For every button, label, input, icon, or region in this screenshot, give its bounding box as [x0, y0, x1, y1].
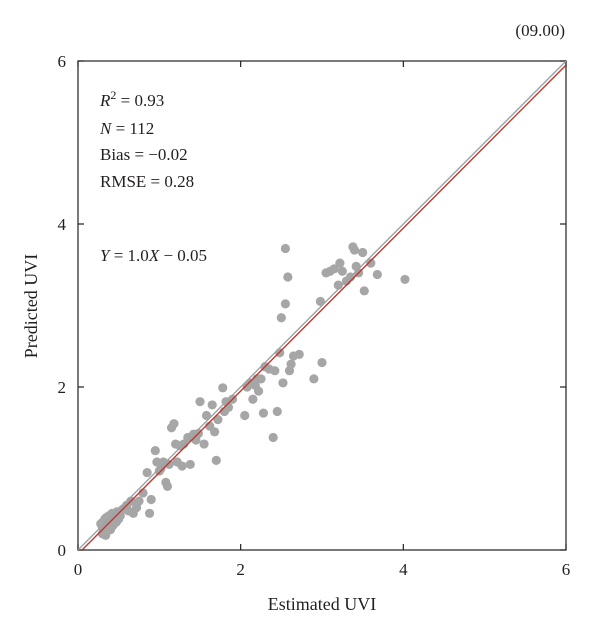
r2-value: = 0.93: [116, 91, 164, 110]
rmse-stat: RMSE = 0.28: [100, 172, 194, 191]
data-point: [213, 415, 223, 425]
data-point: [283, 272, 293, 282]
eq-x: X: [148, 246, 160, 265]
data-point: [349, 245, 360, 255]
data-point: [156, 463, 166, 474]
data-point: [272, 406, 282, 417]
y-axis-title: Predicted UVI: [21, 254, 41, 358]
data-point: [150, 445, 160, 456]
data-point: [142, 467, 152, 478]
data-point: [177, 461, 187, 471]
data-point: [280, 243, 290, 254]
regression-equation: Y = 1.0X − 0.05: [100, 246, 207, 265]
eq-mid: = 1.0: [109, 246, 148, 265]
data-point: [268, 432, 278, 443]
r2-superscript: 2: [110, 88, 116, 102]
data-point: [164, 459, 174, 470]
data-point: [286, 359, 296, 369]
data-points: [96, 242, 410, 540]
eq-tail: − 0.05: [159, 246, 207, 265]
data-point: [294, 349, 304, 359]
x-axis-title: Estimated UVI: [268, 594, 376, 614]
x-tick-label: 4: [399, 560, 408, 579]
one-to-one-line: [78, 61, 566, 550]
data-point: [207, 400, 217, 410]
data-point: [335, 258, 345, 268]
data-point: [358, 247, 368, 258]
data-point: [309, 374, 319, 384]
data-point: [185, 459, 195, 470]
r-squared-stat: R2 = 0.93: [99, 88, 164, 110]
y-tick-label: 0: [58, 541, 67, 560]
data-point: [270, 366, 280, 376]
data-point: [372, 269, 382, 280]
bias-stat: Bias = −0.02: [100, 145, 188, 164]
data-point: [256, 374, 266, 384]
data-point: [169, 419, 179, 429]
panel-label: (09.00): [515, 21, 565, 40]
data-point: [218, 383, 228, 393]
data-point: [144, 508, 155, 518]
data-point: [201, 410, 212, 421]
y-tick-label: 2: [58, 378, 67, 397]
regression-line: [81, 64, 566, 550]
n-stat: N = 112: [99, 119, 154, 138]
data-point: [248, 394, 258, 404]
data-point: [199, 439, 209, 449]
data-point: [276, 313, 286, 323]
data-point: [400, 274, 410, 285]
data-point: [366, 258, 376, 268]
data-point: [315, 296, 325, 307]
data-point: [317, 357, 327, 368]
data-point: [253, 386, 264, 396]
y-axis: 0 2 4 6: [58, 52, 566, 560]
data-point: [359, 286, 369, 296]
data-point: [109, 516, 119, 526]
n-value: = 112: [111, 119, 154, 138]
r2-symbol: R: [99, 91, 111, 110]
y-tick-label: 6: [58, 52, 67, 71]
stats-annotation: R2 = 0.93 N = 112 Bias = −0.02 RMSE = 0.…: [99, 88, 207, 265]
y-tick-label: 4: [58, 215, 67, 234]
data-point: [134, 496, 144, 506]
data-point: [146, 494, 156, 505]
data-point: [162, 481, 173, 492]
plot-frame: [77, 60, 567, 551]
data-point: [240, 410, 250, 421]
x-tick-label: 2: [236, 560, 245, 579]
data-point: [280, 299, 290, 309]
x-tick-label: 6: [562, 560, 571, 579]
data-point: [211, 455, 221, 465]
eq-y: Y: [100, 246, 111, 265]
data-point: [96, 519, 106, 529]
data-point: [105, 525, 116, 535]
data-point: [258, 408, 269, 418]
x-tick-label: 0: [74, 560, 83, 579]
reference-lines: [78, 61, 566, 550]
data-point: [278, 378, 288, 388]
data-point: [337, 266, 347, 276]
data-point: [195, 397, 205, 407]
data-point: [210, 427, 220, 437]
n-symbol: N: [99, 119, 113, 138]
data-point: [329, 264, 339, 274]
